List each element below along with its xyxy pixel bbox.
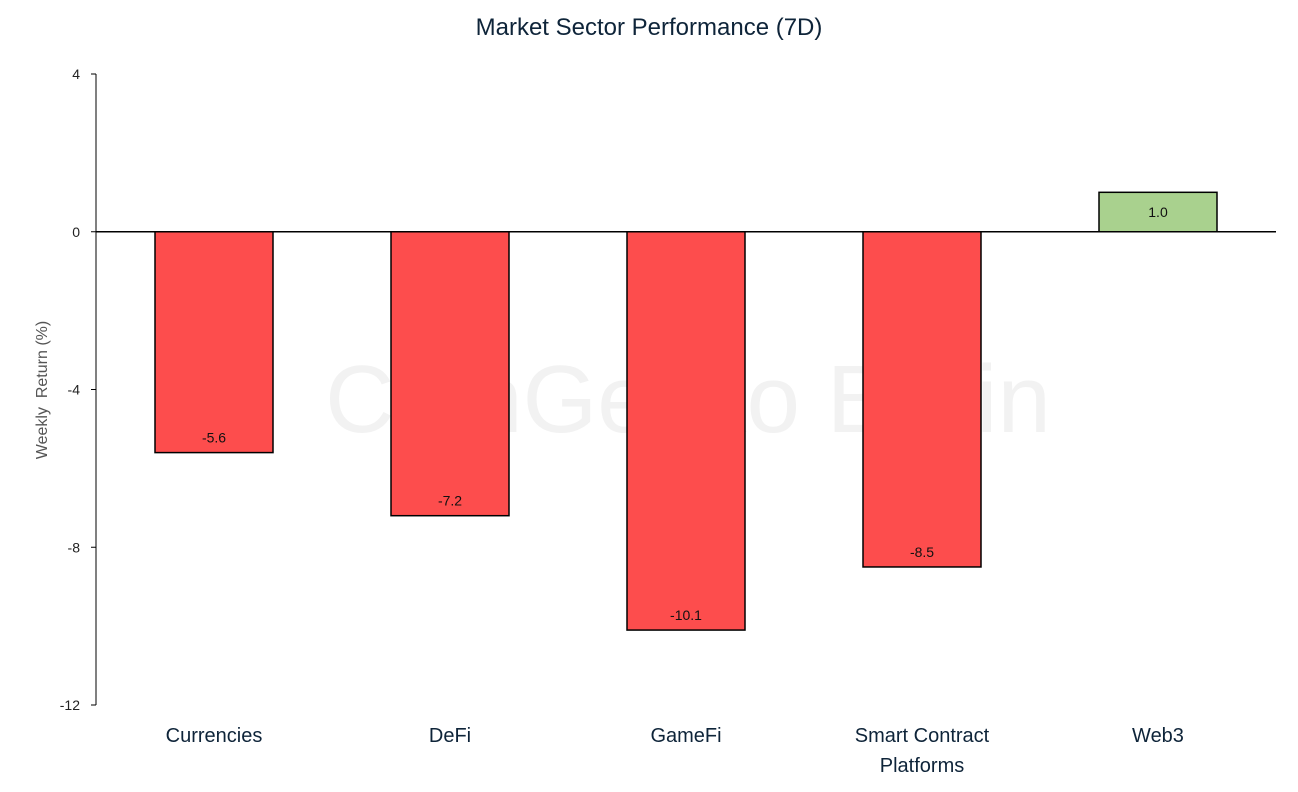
bar xyxy=(1098,191,1218,233)
bar xyxy=(390,231,510,517)
y-tick-label: -12 xyxy=(60,697,80,713)
x-tick-label: GameFi xyxy=(650,725,721,747)
data-label: -8.5 xyxy=(910,544,934,560)
y-axis-title: Weekly Return (%) xyxy=(34,321,51,459)
data-label: -5.6 xyxy=(202,430,226,446)
bar xyxy=(626,231,746,631)
data-label: 1.0 xyxy=(1148,204,1168,220)
bar xyxy=(862,231,982,568)
bar xyxy=(154,231,274,454)
x-tick-label: Platforms xyxy=(880,755,964,777)
x-tick-label: Smart Contract xyxy=(855,725,990,747)
data-label: -10.1 xyxy=(670,607,702,623)
x-tick-label: Web3 xyxy=(1132,725,1184,747)
y-tick-label: 4 xyxy=(72,66,80,82)
data-label: -7.2 xyxy=(438,493,462,509)
y-tick-label: -8 xyxy=(68,539,81,555)
y-tick-label: -4 xyxy=(68,382,81,398)
x-tick-label: DeFi xyxy=(429,725,471,747)
y-tick-label: 0 xyxy=(72,224,80,240)
x-tick-label: Currencies xyxy=(166,725,263,747)
chart-title: Market Sector Performance (7D) xyxy=(475,14,823,41)
